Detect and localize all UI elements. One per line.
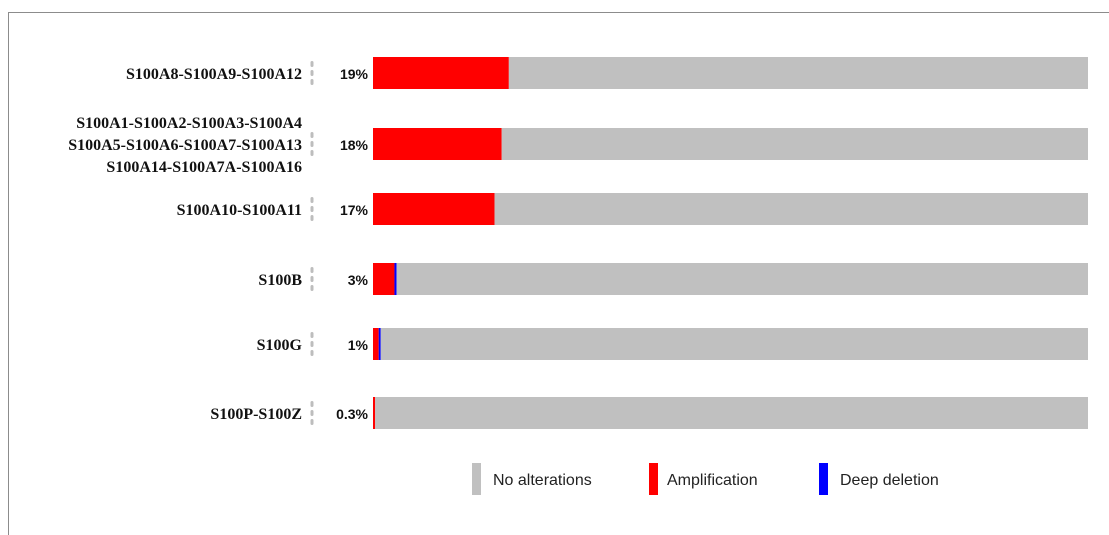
gene-label: S100A1-S100A2-S100A3-S100A4 [76, 115, 302, 132]
separator-dot [310, 197, 314, 203]
separator-dot [310, 401, 314, 407]
bar-no-alterations [508, 57, 1089, 89]
gene-label: S100A5-S100A6-S100A7-S100A13 [68, 137, 302, 154]
chart-frame [8, 12, 1109, 535]
gene-row: S100A10-S100A11 17% [177, 193, 1088, 225]
separator-dot [310, 79, 314, 85]
legend-label: No alterations [493, 472, 592, 489]
legend-swatch [472, 463, 481, 495]
bar-amplification [373, 263, 395, 295]
separator-dot [310, 132, 314, 138]
separator-dot [310, 410, 314, 416]
percent-label: 17% [340, 202, 369, 218]
separator-dot [310, 70, 314, 76]
gene-row: S100A1-S100A2-S100A3-S100A4 S100A5-S100A6… [68, 115, 1088, 176]
bar-amplification [373, 397, 376, 429]
separator-dot [310, 267, 314, 273]
bar-amplification [373, 128, 502, 160]
bar-no-alterations [494, 193, 1088, 225]
percent-label: 3% [348, 272, 369, 288]
legend-label: Amplification [667, 472, 758, 489]
percent-label: 0.3% [336, 406, 368, 422]
gene-row: S100B 3% [258, 263, 1089, 295]
gene-label: S100A10-S100A11 [177, 202, 302, 219]
gene-row: S100G 1% [257, 328, 1089, 360]
separator-dot [310, 276, 314, 282]
separator-dot [310, 215, 314, 221]
legend-swatch [649, 463, 658, 495]
separator-dot [310, 206, 314, 212]
separator-dot [310, 419, 314, 425]
legend-label: Deep deletion [840, 472, 939, 489]
separator-dot [310, 350, 314, 356]
bar-amplification [373, 328, 379, 360]
bar-amplification [373, 57, 509, 89]
gene-label: S100A8-S100A9-S100A12 [126, 66, 302, 83]
gene-row: S100A8-S100A9-S100A12 19% [126, 57, 1089, 89]
gene-label: S100G [257, 337, 303, 354]
separator-dot [310, 141, 314, 147]
legend-swatch [819, 463, 828, 495]
separator-dot [310, 150, 314, 156]
bar-no-alterations [501, 128, 1088, 160]
bar-amplification [373, 193, 495, 225]
bar-no-alterations [380, 328, 1089, 360]
bar-no-alterations [396, 263, 1089, 295]
gene-label: S100B [258, 272, 302, 289]
gene-label: S100A14-S100A7A-S100A16 [106, 159, 302, 176]
separator-dot [310, 61, 314, 67]
percent-label: 18% [340, 137, 369, 153]
separator-dot [310, 285, 314, 291]
gene-row: S100P-S100Z 0.3% [210, 397, 1088, 429]
percent-label: 1% [348, 337, 369, 353]
bar-deep-deletion [378, 328, 381, 360]
percent-label: 19% [340, 66, 369, 82]
separator-dot [310, 341, 314, 347]
bar-no-alterations [375, 397, 1088, 429]
bar-deep-deletion [394, 263, 397, 295]
legend: No alterations Amplification Deep deletion [472, 463, 939, 495]
separator-dot [310, 332, 314, 338]
gene-label: S100P-S100Z [210, 406, 302, 423]
